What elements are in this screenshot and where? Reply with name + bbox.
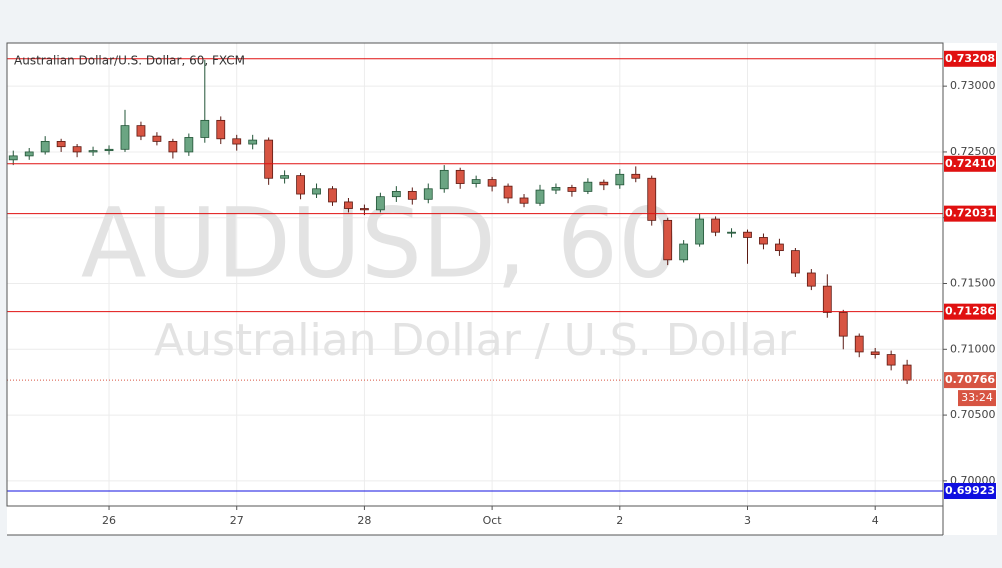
candle-body [743,231,752,238]
candle-body [583,181,593,192]
candle-body [184,137,194,153]
plot-border [6,42,944,507]
candle-body [56,141,66,148]
candle-body [120,125,130,150]
level-label: 0.72031 [945,207,995,220]
candle-body [487,179,497,187]
candle-body [391,191,401,198]
candle-body [806,272,816,287]
candle-body [216,119,226,140]
candle-body [40,141,50,153]
candle-body [136,125,146,137]
candle-body [599,181,609,186]
level-label-box [944,50,996,67]
candle-body [344,201,353,209]
candle-body [663,219,673,261]
candle-body [759,237,768,245]
candle-body [679,243,689,261]
candle-body [551,187,561,191]
candle-body [567,187,577,192]
level-label-box [944,205,996,222]
candle-body [152,135,162,142]
level-label: 0.72410 [945,157,995,170]
y-tick-label: 0.73000 [950,79,996,92]
y-tick-label: 0.71000 [950,342,996,355]
candle-body [471,179,481,184]
candle-body [8,155,18,161]
candle-body [535,189,545,204]
candle-body [264,139,274,179]
candle-body [439,169,449,190]
candle-body [168,141,178,153]
x-tick-label: 27 [230,514,244,527]
level-label-box [944,483,996,500]
chart-panel [7,43,997,535]
level-label: 0.71286 [945,305,995,318]
level-label-box [944,155,996,172]
watermark-name: Australian Dollar / U.S. Dollar [154,315,797,366]
candle-body [886,354,896,366]
x-tick-label: 28 [357,514,371,527]
candle-body [775,243,784,252]
candle-body [296,175,305,195]
candle-body [24,151,34,157]
axes: 0.730000.725000.720000.715000.710000.705… [102,50,996,527]
level-label: 0.73208 [945,52,995,65]
candle-body [631,173,641,179]
candle-body [88,150,98,153]
candle-body [870,351,880,355]
y-tick-label: 0.72500 [950,145,996,158]
candle-body [280,175,290,179]
x-tick-label: Oct [483,514,503,527]
last-price-box [944,372,996,389]
candle-body [360,208,369,211]
plot [7,58,943,492]
last-price-label: 0.70766 [945,373,995,386]
candle-body [72,146,82,153]
candle-body [822,285,832,313]
candle-body [104,148,114,152]
candle-body [455,169,465,184]
level-label-box [944,303,996,320]
candle-body [519,197,529,204]
y-tick-label: 0.71500 [950,277,996,290]
candle-body [647,177,657,221]
candle-body [727,231,736,234]
candle-body [232,138,242,145]
grid [7,43,943,506]
candle-body [312,188,321,195]
candle-body [695,218,705,245]
candle-body [200,119,210,138]
candle-body [711,218,720,233]
x-tick-label: 4 [872,514,879,527]
candle-body [838,312,848,337]
y-tick-label: 0.70500 [950,408,996,421]
candle-body [407,191,417,200]
candle-body [248,139,258,145]
x-tick-label: 2 [616,514,623,527]
candle-body [854,335,864,353]
candle-body [615,173,625,186]
candle-body [423,188,433,200]
countdown-label: 33:24 [961,391,993,404]
candle-body [375,196,385,211]
candle-body [328,188,337,203]
chart-title: Australian Dollar/U.S. Dollar, 60, FXCM [14,54,245,68]
countdown-box [958,390,996,407]
level-label: 0.69923 [945,484,995,497]
candle-body [902,364,912,381]
candle-body [790,250,800,274]
x-tick-label: 26 [102,514,116,527]
x-tick-label: 3 [744,514,751,527]
candle-body [503,185,513,199]
